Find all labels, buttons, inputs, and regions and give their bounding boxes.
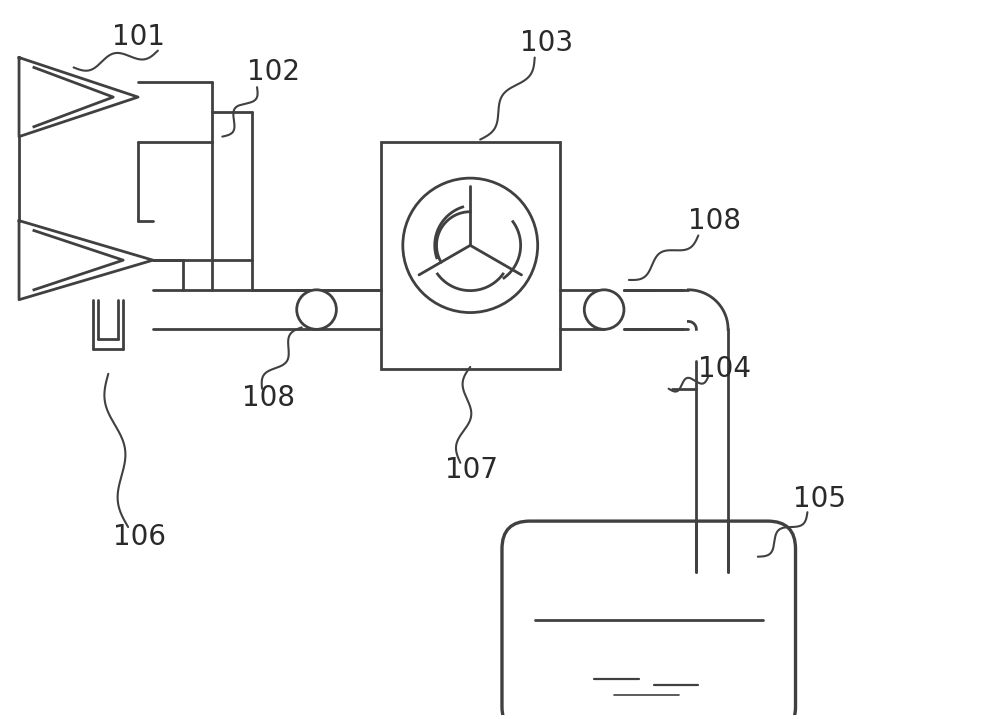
Bar	[381, 142, 560, 369]
Circle shape	[584, 290, 624, 329]
Text: 107: 107	[445, 456, 498, 484]
Text: 103: 103	[520, 29, 573, 57]
Text: 101: 101	[112, 23, 165, 51]
Text: 108: 108	[242, 385, 295, 413]
Text: 108: 108	[688, 206, 741, 234]
Text: 102: 102	[247, 58, 300, 86]
Text: 105: 105	[793, 485, 846, 513]
Circle shape	[297, 290, 336, 329]
Text: 104: 104	[698, 354, 751, 383]
Text: 106: 106	[113, 523, 166, 551]
